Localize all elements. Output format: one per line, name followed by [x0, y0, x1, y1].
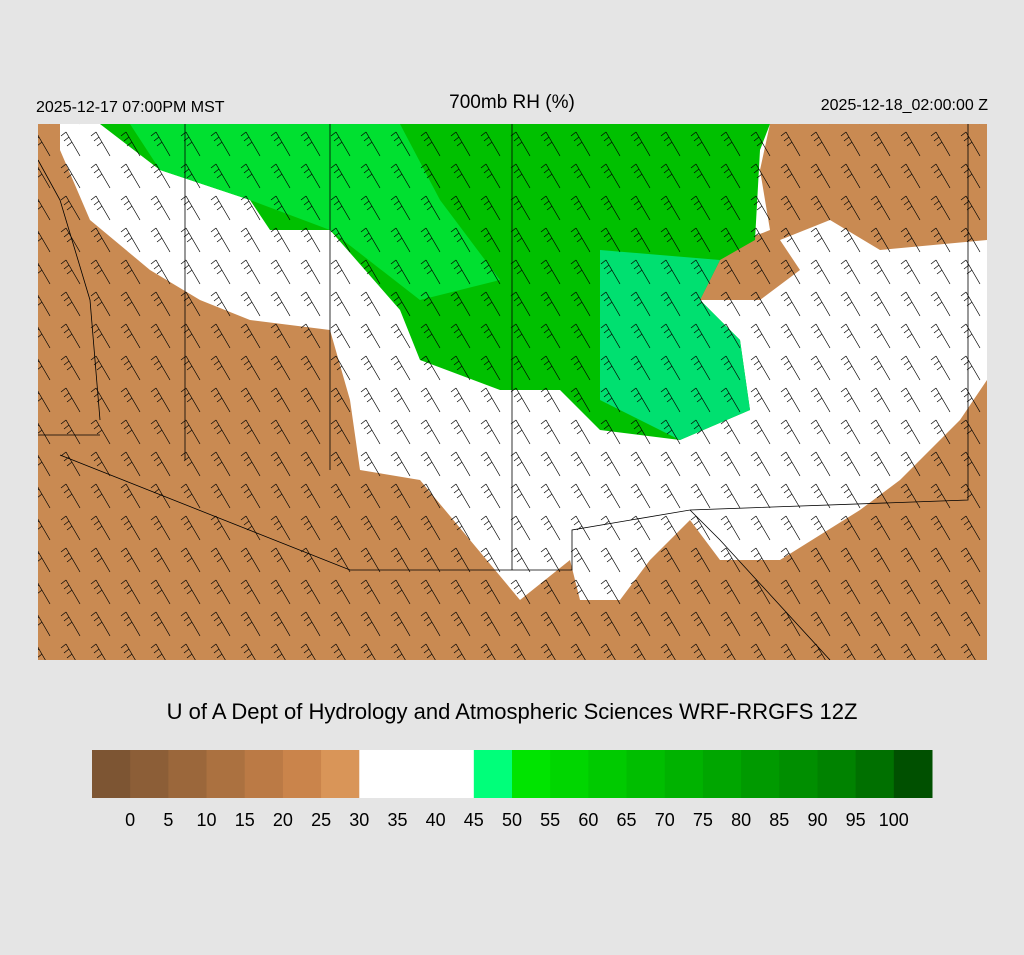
colorbar-tick-label: 85 — [769, 810, 789, 830]
colorbar-box — [473, 750, 513, 798]
colorbar-box — [282, 750, 322, 798]
colorbar-box — [550, 750, 589, 798]
colorbar-box — [168, 750, 208, 798]
colorbar-tick-label: 55 — [540, 810, 560, 830]
colorbar-box — [779, 750, 818, 798]
colorbar-box — [130, 750, 169, 798]
valid-time: 2025-12-18_02:00:00 Z — [821, 97, 988, 114]
local-time: 2025-12-17 07:00PM MST — [36, 99, 225, 116]
colorbar-tick-label: 80 — [731, 810, 751, 830]
colorbar-tick-label: 20 — [273, 810, 293, 830]
colorbar-box — [664, 750, 704, 798]
credit: U of A Dept of Hydrology and Atmospheric… — [167, 699, 858, 724]
colorbar-box — [702, 750, 742, 798]
colorbar-box — [626, 750, 666, 798]
colorbar-tick-label: 25 — [311, 810, 331, 830]
colorbar-box — [588, 750, 628, 798]
colorbar-box — [321, 750, 360, 798]
colorbar-box — [206, 750, 246, 798]
colorbar-box — [512, 750, 551, 798]
colorbar-box — [92, 750, 131, 798]
colorbar-box — [893, 750, 933, 798]
colorbar-tick-label: 65 — [617, 810, 637, 830]
colorbar-tick-label: 50 — [502, 810, 522, 830]
colorbar-tick-label: 90 — [807, 810, 827, 830]
colorbar-tick-label: 45 — [464, 810, 484, 830]
colorbar-tick-label: 5 — [163, 810, 173, 830]
colorbar-tick-label: 60 — [578, 810, 598, 830]
colorbar-box — [435, 750, 475, 798]
colorbar: 0 5 10 15 20 25 30 35 40 45 50 55 60 65 70 75 80 85 90 95 10… — [92, 750, 933, 830]
colorbar-box — [359, 750, 398, 798]
colorbar-tick-label: 0 — [125, 810, 135, 830]
colorbar-box — [855, 750, 895, 798]
colorbar-tick-label: 70 — [655, 810, 675, 830]
colorbar-tick-label: 30 — [349, 810, 369, 830]
colorbar-box — [741, 750, 780, 798]
colorbar-box — [244, 750, 284, 798]
colorbar-tick-label: 15 — [235, 810, 255, 830]
colorbar-tick-label: 40 — [426, 810, 446, 830]
colorbar-tick-label: 100 — [879, 810, 909, 830]
colorbar-tick-label: 75 — [693, 810, 713, 830]
colorbar-tick-label: 95 — [846, 810, 866, 830]
wind-barbs — [38, 124, 987, 660]
colorbar-tick-label: 10 — [197, 810, 217, 830]
colorbar-tick-label: 35 — [387, 810, 407, 830]
colorbar-box — [817, 750, 857, 798]
map-title: 700mb RH (%) — [449, 92, 575, 113]
colorbar-box — [397, 750, 437, 798]
map — [38, 124, 987, 660]
